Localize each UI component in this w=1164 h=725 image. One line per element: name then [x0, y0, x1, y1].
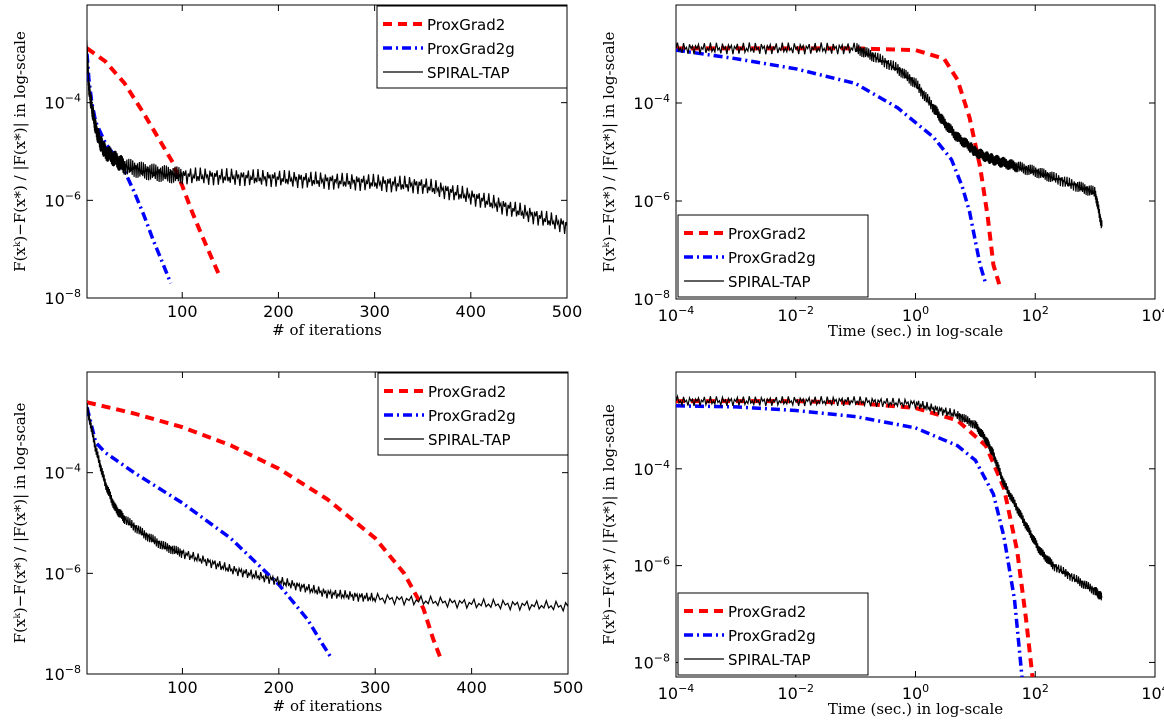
y-tick-label: 10−8 [44, 287, 81, 308]
legend-label: ProxGrad2g [428, 407, 516, 425]
plot-area [86, 371, 569, 675]
x-tick-label: 102 [1022, 304, 1049, 325]
y-tick-label: 10−4 [633, 92, 670, 113]
legend-label: SPIRAL-TAP [728, 273, 811, 291]
y-tick-label: 10−4 [44, 92, 81, 113]
legend: ProxGrad2 ProxGrad2g SPIRAL-TAP [677, 592, 869, 676]
legend-label: SPIRAL-TAP [428, 431, 511, 449]
series-line-proxgrad2g [87, 406, 334, 660]
legend: ProxGrad2 ProxGrad2g SPIRAL-TAP [677, 214, 869, 298]
y-axis-label: F(xᵏ)−F(x*) / |F(x*)| in log-scale [600, 404, 618, 645]
x-tick-label: 500 [553, 678, 584, 697]
legend: ProxGrad2 ProxGrad2g SPIRAL-TAP [376, 5, 568, 89]
series-line-proxgrad2g [676, 404, 1024, 677]
x-tick-label: 300 [359, 302, 390, 321]
series-group [676, 393, 1103, 677]
y-tick-label: 10−8 [44, 663, 81, 684]
x-tick-label: 400 [456, 678, 487, 697]
x-tick-label: 104 [1141, 682, 1164, 703]
x-tick-label: 400 [456, 302, 487, 321]
series-group [87, 40, 567, 284]
series-group [676, 42, 1103, 285]
y-tick-label: 10−4 [44, 462, 81, 483]
chart-panel-bottom-left: 10−8 10−6 10−4 100 200 300 400 500 # of iteratio… [11, 371, 584, 715]
chart-panel-bottom-right: 10−8 10−6 10−4 10−4 10−2 100 102 104 Time (sec.)… [600, 371, 1164, 718]
legend-label: ProxGrad2g [728, 627, 816, 645]
x-tick-label: 300 [360, 678, 391, 697]
x-tick-label: 100 [902, 304, 929, 325]
legend-label: ProxGrad2 [427, 16, 505, 34]
x-tick-label: 104 [1141, 304, 1164, 325]
legend-label: SPIRAL-TAP [728, 651, 811, 669]
series-line-proxgrad2 [87, 400, 443, 660]
x-tick-label: 100 [167, 302, 198, 321]
x-tick-label: 200 [263, 302, 294, 321]
y-axis-label: F(xᵏ)−F(x*) / |F(x*)| in log-scale [11, 31, 29, 272]
legend-label: ProxGrad2g [427, 40, 515, 58]
series-line-spiral-tap [87, 40, 567, 234]
y-tick-label: 10−6 [633, 555, 670, 576]
series-line-spiral-tap [87, 403, 568, 613]
series-line-proxgrad2 [87, 46, 223, 280]
series-line-spiral-tap [676, 42, 1103, 229]
x-tick-label: 100 [167, 678, 198, 697]
x-tick-label: 10−4 [658, 304, 695, 325]
x-axis-label: # of iterations [272, 321, 382, 339]
x-tick-label: 10−2 [777, 682, 814, 703]
series-line-proxgrad2g [676, 48, 988, 285]
y-axis-label: F(xᵏ)−F(x*) / |F(x*)| in log-scale [600, 32, 618, 273]
y-tick-label: 10−6 [44, 562, 81, 583]
x-tick-label: 100 [902, 682, 929, 703]
x-axis-label: # of iterations [273, 697, 383, 715]
x-axis-label: Time (sec.) in log-scale [828, 700, 1003, 718]
legend-label: ProxGrad2 [428, 383, 506, 401]
series-group [87, 400, 568, 660]
chart-panel-top-right: 10−8 10−6 10−4 10−4 10−2 100 102 104 Time (sec.)… [600, 4, 1164, 340]
x-tick-label: 10−2 [777, 304, 814, 325]
series-line-spiral-tap [676, 393, 1103, 601]
plot-area [86, 4, 568, 299]
y-tick-label: 10−8 [633, 288, 670, 309]
legend-label: SPIRAL-TAP [427, 64, 510, 82]
y-tick-label: 10−4 [633, 458, 670, 479]
x-tick-label: 200 [264, 678, 295, 697]
x-tick-label: 10−4 [658, 682, 695, 703]
legend-label: ProxGrad2 [728, 603, 806, 621]
chart-panel-top-left: 10−8 10−6 10−4 100 200 300 400 500 # of iteratio… [11, 4, 583, 339]
x-tick-label: 500 [552, 302, 583, 321]
series-line-proxgrad2 [676, 399, 1035, 677]
legend: ProxGrad2 ProxGrad2g SPIRAL-TAP [377, 372, 569, 456]
y-tick-label: 10−8 [633, 651, 670, 672]
x-tick-label: 102 [1022, 682, 1049, 703]
legend-label: ProxGrad2 [728, 225, 806, 243]
legend-label: ProxGrad2g [728, 249, 816, 267]
y-tick-label: 10−6 [44, 189, 81, 210]
y-axis-label: F(xᵏ)−F(x*) / |F(x*)| in log-scale [11, 403, 29, 644]
y-tick-label: 10−6 [633, 190, 670, 211]
x-axis-label: Time (sec.) in log-scale [828, 322, 1003, 340]
